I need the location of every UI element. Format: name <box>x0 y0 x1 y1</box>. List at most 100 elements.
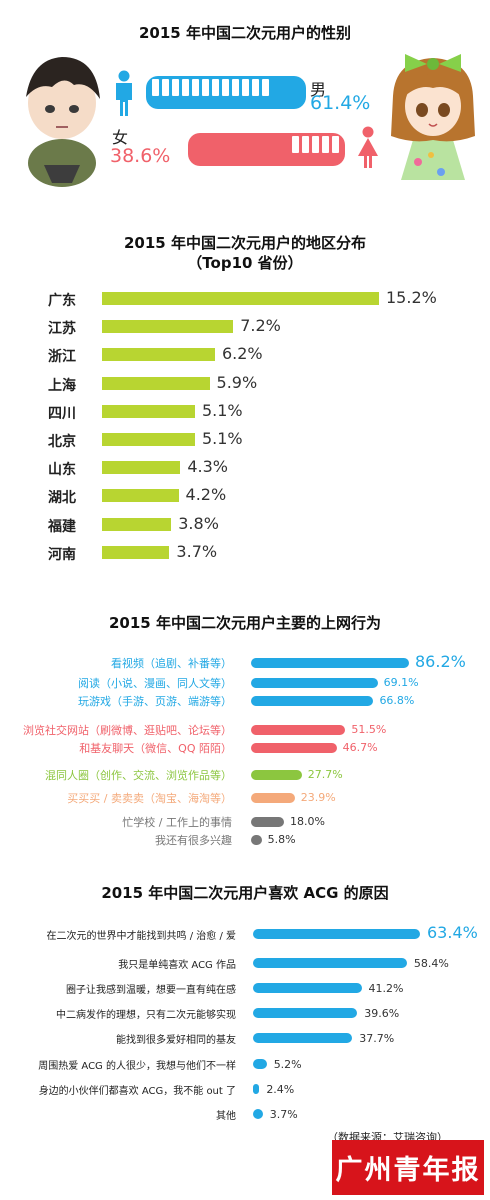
reason-value-label: 63.4% <box>427 923 478 942</box>
region-value-label: 5.1% <box>201 429 243 448</box>
region-value-label: 4.3% <box>187 457 229 477</box>
region-bar <box>102 517 172 531</box>
region-category-label: 江苏 <box>48 321 76 338</box>
behavior-value-label: 46.7% <box>342 741 378 754</box>
reason-value-label: 2.4% <box>266 1083 295 1096</box>
reason-category-label: 身边的小伙伴们都喜欢 ACG，我不能 out 了 <box>38 1086 236 1097</box>
region-category-label: 北京 <box>48 434 76 450</box>
behavior-value-label: 18.0% <box>289 815 325 828</box>
behavior-category-label: 玩游戏（手游、页游、端游等） <box>78 695 232 708</box>
reason-bar <box>253 929 420 939</box>
behavior-bar <box>251 793 295 803</box>
male-character-illustration <box>26 57 100 187</box>
reason-value-label: 3.7% <box>269 1108 298 1121</box>
behavior-value-label: 27.7% <box>307 768 343 781</box>
reason-category-label: 中二病发作的理想，只有二次元能够实现 <box>56 1010 236 1021</box>
region-bar <box>102 376 210 390</box>
reason-bar <box>253 1059 267 1069</box>
behavior-category-label: 阅读（小说、漫画、同人文等） <box>78 677 232 690</box>
behavior-bar <box>251 696 374 706</box>
region-category-label: 浙江 <box>48 349 76 366</box>
reason-category-label: 在二次元的世界中才能找到共鸣 / 治愈 / 爱 <box>46 931 236 942</box>
region-category-label: 福建 <box>48 518 76 535</box>
male-figure-icon <box>116 70 132 116</box>
female-figure-icon <box>358 126 378 168</box>
reason-category-label: 周围热爱 ACG 的人很少，我想与他们不一样 <box>38 1061 236 1072</box>
female-percentage: 38.6% <box>110 145 171 167</box>
region-category-label: 四川 <box>48 405 76 422</box>
behavior-bar <box>251 817 284 827</box>
reason-bar <box>253 1033 353 1043</box>
reason-value-label: 37.7% <box>359 1032 395 1045</box>
region-bar <box>102 461 181 475</box>
behavior-value-label: 69.1% <box>383 676 419 689</box>
reason-bar <box>253 1109 263 1119</box>
behavior-bar <box>251 678 378 688</box>
behavior-bar <box>251 743 337 753</box>
region-value-label: 5.9% <box>216 372 258 392</box>
reason-bar <box>253 1084 260 1094</box>
reason-bar <box>253 983 362 993</box>
reason-bar <box>253 958 407 968</box>
female-bar <box>188 133 345 166</box>
behavior-category-label: 看视频（追剧、补番等） <box>111 657 232 670</box>
region-bar <box>102 433 195 446</box>
region-category-label: 广东 <box>48 293 76 309</box>
behavior-bar <box>251 658 409 668</box>
region-category-label: 山东 <box>48 462 76 479</box>
region-category-label: 湖北 <box>48 490 76 507</box>
region-value-label: 4.2% <box>185 485 227 505</box>
reasons-title: 2015 年中国二次元用户喜欢 ACG 的原因 <box>101 884 389 902</box>
reason-value-label: 58.4% <box>413 957 449 970</box>
behavior-category-label: 和基友聊天（微信、QQ 陌陌） <box>79 742 232 755</box>
male-bar-stripes <box>152 79 269 96</box>
newspaper-masthead-logo: 广州青年报 <box>332 1140 484 1195</box>
behavior-value-label: 86.2% <box>415 652 466 671</box>
male-percentage: 61.4% <box>310 92 371 114</box>
reason-value-label: 39.6% <box>364 1007 400 1020</box>
female-label: 女 <box>112 128 129 147</box>
behavior-value-label: 66.8% <box>379 694 415 707</box>
behavior-bar <box>251 770 302 780</box>
behavior-value-label: 51.5% <box>351 723 387 736</box>
behavior-bar <box>251 725 346 735</box>
region-title-line2: （Top10 省份） <box>187 254 303 272</box>
reason-category-label: 能找到很多爱好相同的基友 <box>116 1035 236 1046</box>
behavior-value-label: 23.9% <box>300 791 336 804</box>
region-category-label: 上海 <box>48 377 76 394</box>
female-bar-stripes <box>292 136 339 153</box>
region-value-label: 5.1% <box>201 400 243 420</box>
behavior-title: 2015 年中国二次元用户主要的上网行为 <box>109 614 381 632</box>
region-value-label: 6.2% <box>221 344 263 364</box>
gender-title: 2015 年中国二次元用户的性别 <box>139 24 351 42</box>
region-value-label: 15.2% <box>386 288 437 307</box>
behavior-category-label: 买买买 / 卖卖卖（淘宝、海淘等） <box>67 792 232 805</box>
behavior-value-label: 5.8% <box>267 833 296 846</box>
reason-category-label: 圈子让我感到温暖，想要一直有纯在感 <box>66 985 236 996</box>
behavior-category-label: 混同人圈（创作、交流、浏览作品等） <box>45 769 232 782</box>
region-bar <box>102 292 379 305</box>
reason-value-label: 41.2% <box>368 982 404 995</box>
reason-bar <box>253 1008 358 1018</box>
region-value-label: 3.7% <box>176 541 218 561</box>
behavior-bar <box>251 835 262 845</box>
male-label: 男 <box>310 80 327 99</box>
region-bar <box>102 404 195 418</box>
reason-category-label: 其他 <box>216 1111 236 1122</box>
region-title-line1: 2015 年中国二次元用户的地区分布 <box>124 234 366 252</box>
region-value-label: 3.8% <box>178 513 219 533</box>
region-category-label: 河南 <box>48 546 76 563</box>
region-bar <box>102 348 215 362</box>
region-bar <box>102 489 179 503</box>
reason-value-label: 5.2% <box>273 1058 302 1071</box>
male-bar <box>146 76 306 109</box>
region-value-label: 7.2% <box>240 316 281 336</box>
region-bar <box>102 545 170 559</box>
female-character-illustration <box>391 54 475 180</box>
behavior-category-label: 浏览社交网站（刷微博、逛贴吧、论坛等） <box>23 724 232 737</box>
reason-category-label: 我只是单纯喜欢 ACG 作品 <box>118 960 236 971</box>
region-bar <box>102 320 234 334</box>
behavior-category-label: 忙学校 / 工作上的事情 <box>122 816 232 829</box>
behavior-category-label: 我还有很多兴趣 <box>155 834 232 847</box>
